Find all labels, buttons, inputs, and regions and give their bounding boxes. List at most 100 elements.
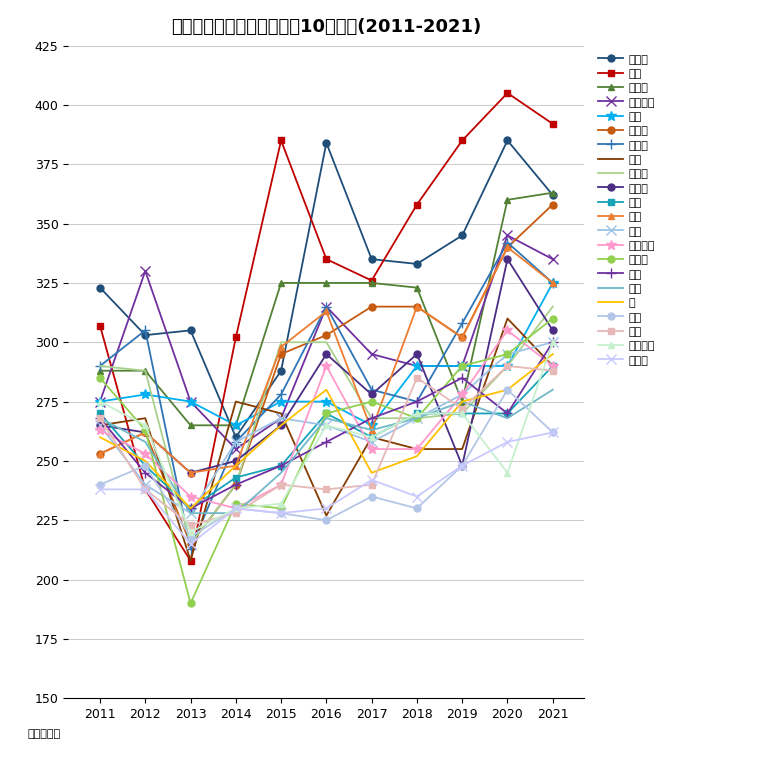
Line: 自由が丘: 自由が丘 — [95, 231, 558, 454]
平町 — [96, 420, 105, 430]
大岡山 — [231, 504, 241, 513]
下目黒 — [96, 449, 105, 458]
碑文谷 — [412, 414, 421, 423]
東山 — [503, 361, 512, 370]
自由が丘 — [140, 266, 150, 276]
中根 — [458, 397, 467, 406]
八雲 — [412, 373, 421, 383]
八雲 — [322, 485, 331, 494]
目黒本町 — [503, 326, 512, 335]
下目黒 — [458, 333, 467, 342]
柿の木坂 — [548, 338, 557, 347]
大岡山 — [503, 437, 512, 446]
鷹番 — [186, 504, 195, 513]
中央町 — [186, 599, 195, 608]
柿の木坂 — [186, 528, 195, 537]
上目黒 — [322, 138, 331, 147]
目黒 — [367, 426, 376, 435]
南 — [503, 385, 512, 394]
平町 — [186, 509, 195, 518]
Text: 単位：万円: 単位：万円 — [27, 729, 60, 739]
青葉台 — [367, 279, 376, 288]
自由が丘 — [186, 397, 195, 406]
Line: 三田: 三田 — [96, 90, 556, 564]
鷹番 — [96, 414, 105, 423]
鷹番 — [276, 461, 285, 471]
大橋 — [140, 414, 150, 423]
平町 — [503, 350, 512, 359]
鷹番 — [412, 397, 421, 406]
三田 — [412, 200, 421, 209]
Line: 中町: 中町 — [96, 363, 556, 512]
駒場 — [140, 461, 150, 471]
南 — [276, 420, 285, 430]
上目黒 — [140, 331, 150, 340]
八雲 — [140, 485, 150, 494]
中央町 — [503, 350, 512, 359]
青葉台 — [231, 420, 241, 430]
三田 — [231, 333, 241, 342]
Line: 大岡山: 大岡山 — [95, 427, 558, 549]
中央町 — [458, 361, 467, 370]
下目黒 — [276, 350, 285, 359]
下目黒 — [231, 480, 241, 490]
碑文谷 — [503, 361, 512, 370]
東山 — [140, 390, 150, 399]
中町 — [276, 461, 285, 471]
三田 — [458, 136, 467, 145]
碑文谷 — [367, 414, 376, 423]
東山 — [231, 420, 241, 430]
東山 — [548, 279, 557, 288]
中町 — [503, 409, 512, 418]
大岡山 — [140, 485, 150, 494]
下目黒 — [503, 243, 512, 252]
Line: 上目黒: 上目黒 — [96, 137, 556, 441]
Line: 大橋: 大橋 — [100, 319, 553, 561]
中目黒 — [503, 238, 512, 247]
中央町 — [322, 409, 331, 418]
中根 — [231, 509, 241, 518]
中根 — [96, 414, 105, 423]
八雲 — [548, 366, 557, 375]
八雲 — [458, 404, 467, 413]
自由が丘 — [503, 231, 512, 240]
Line: 目黒: 目黒 — [96, 244, 556, 476]
大橋 — [412, 445, 421, 454]
Line: 碑文谷: 碑文谷 — [100, 307, 553, 544]
自由が丘 — [231, 445, 241, 454]
碑文谷 — [186, 540, 195, 549]
大橋 — [186, 556, 195, 565]
三田 — [367, 276, 376, 285]
中央町 — [231, 499, 241, 509]
三田 — [322, 254, 331, 263]
下目黒 — [186, 540, 195, 549]
鷹番 — [458, 373, 467, 383]
Line: 中目黒: 中目黒 — [95, 238, 558, 553]
駒場 — [367, 492, 376, 501]
碑文谷 — [458, 409, 467, 418]
大岡山 — [548, 428, 557, 437]
目黒本町 — [96, 426, 105, 435]
上目黒 — [503, 136, 512, 145]
中根 — [186, 509, 195, 518]
目黒 — [458, 333, 467, 342]
青葉台 — [458, 397, 467, 406]
中根 — [412, 414, 421, 423]
平町 — [458, 390, 467, 399]
八雲 — [186, 521, 195, 530]
自由が丘 — [96, 397, 105, 406]
駒場 — [322, 515, 331, 524]
鷹番 — [548, 338, 557, 347]
中目黒 — [96, 361, 105, 370]
上目黒 — [231, 433, 241, 442]
大橋 — [503, 314, 512, 323]
大岡山 — [276, 509, 285, 518]
南 — [186, 504, 195, 513]
柿の木坂 — [322, 420, 331, 430]
南 — [322, 385, 331, 394]
柿の木坂 — [503, 468, 512, 477]
中目黒 — [412, 397, 421, 406]
柿の木坂 — [458, 409, 467, 418]
大岡山 — [458, 461, 467, 471]
自由が丘 — [458, 361, 467, 370]
